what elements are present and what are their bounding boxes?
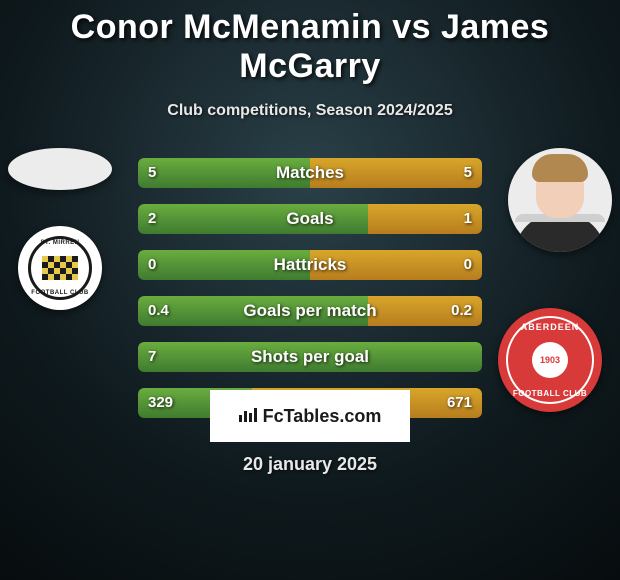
club-left-badge: ST. MIRREN FOOTBALL CLUB bbox=[18, 226, 102, 310]
page-title: Conor McMenamin vs James McGarry bbox=[0, 0, 620, 86]
stat-value-right: 671 bbox=[447, 388, 472, 418]
stat-value-left: 329 bbox=[148, 388, 173, 418]
stat-label: Shots per goal bbox=[138, 342, 482, 372]
stat-value-left: 0 bbox=[148, 250, 156, 280]
stat-row: Goals per match0.4 0.2 bbox=[138, 296, 482, 326]
stat-label: Matches bbox=[138, 158, 482, 188]
club-badge-icon: ST. MIRREN FOOTBALL CLUB bbox=[18, 226, 102, 310]
stat-row: Matches5 5 bbox=[138, 158, 482, 188]
stat-value-left: 2 bbox=[148, 204, 156, 234]
club-right-year: 1903 bbox=[532, 342, 568, 378]
stat-row: Hattricks0 0 bbox=[138, 250, 482, 280]
brand-box: FcTables.com bbox=[210, 390, 410, 442]
stat-value-right: 5 bbox=[464, 158, 472, 188]
stat-value-right: 1 bbox=[464, 204, 472, 234]
avatar-photo-icon bbox=[508, 148, 612, 252]
stat-value-right: 0 bbox=[464, 250, 472, 280]
stat-value-left: 5 bbox=[148, 158, 156, 188]
player-right-avatar bbox=[508, 148, 612, 252]
avatar-placeholder-icon bbox=[8, 148, 112, 190]
page-subtitle: Club competitions, Season 2024/2025 bbox=[0, 102, 620, 120]
club-right-bottom-text: FOOTBALL CLUB bbox=[498, 389, 602, 398]
stat-value-left: 0.4 bbox=[148, 296, 169, 326]
club-left-top-text: ST. MIRREN bbox=[18, 240, 102, 246]
stat-label: Goals per match bbox=[138, 296, 482, 326]
club-badge-icon: ABERDEEN 1903 FOOTBALL CLUB bbox=[498, 308, 602, 412]
brand-text: FcTables.com bbox=[263, 406, 382, 427]
comparison-infographic: Conor McMenamin vs James McGarry Club co… bbox=[0, 0, 620, 580]
club-right-top-text: ABERDEEN bbox=[498, 322, 602, 332]
date-text: 20 january 2025 bbox=[0, 454, 620, 475]
stat-value-left: 7 bbox=[148, 342, 156, 372]
stat-label: Goals bbox=[138, 204, 482, 234]
club-left-bottom-text: FOOTBALL CLUB bbox=[18, 290, 102, 296]
stat-row: Goals2 1 bbox=[138, 204, 482, 234]
club-right-badge: ABERDEEN 1903 FOOTBALL CLUB bbox=[498, 308, 602, 412]
stat-label: Hattricks bbox=[138, 250, 482, 280]
stat-value-right: 0.2 bbox=[451, 296, 472, 326]
stat-row: Shots per goal7 bbox=[138, 342, 482, 372]
brand-chart-icon bbox=[239, 406, 259, 427]
